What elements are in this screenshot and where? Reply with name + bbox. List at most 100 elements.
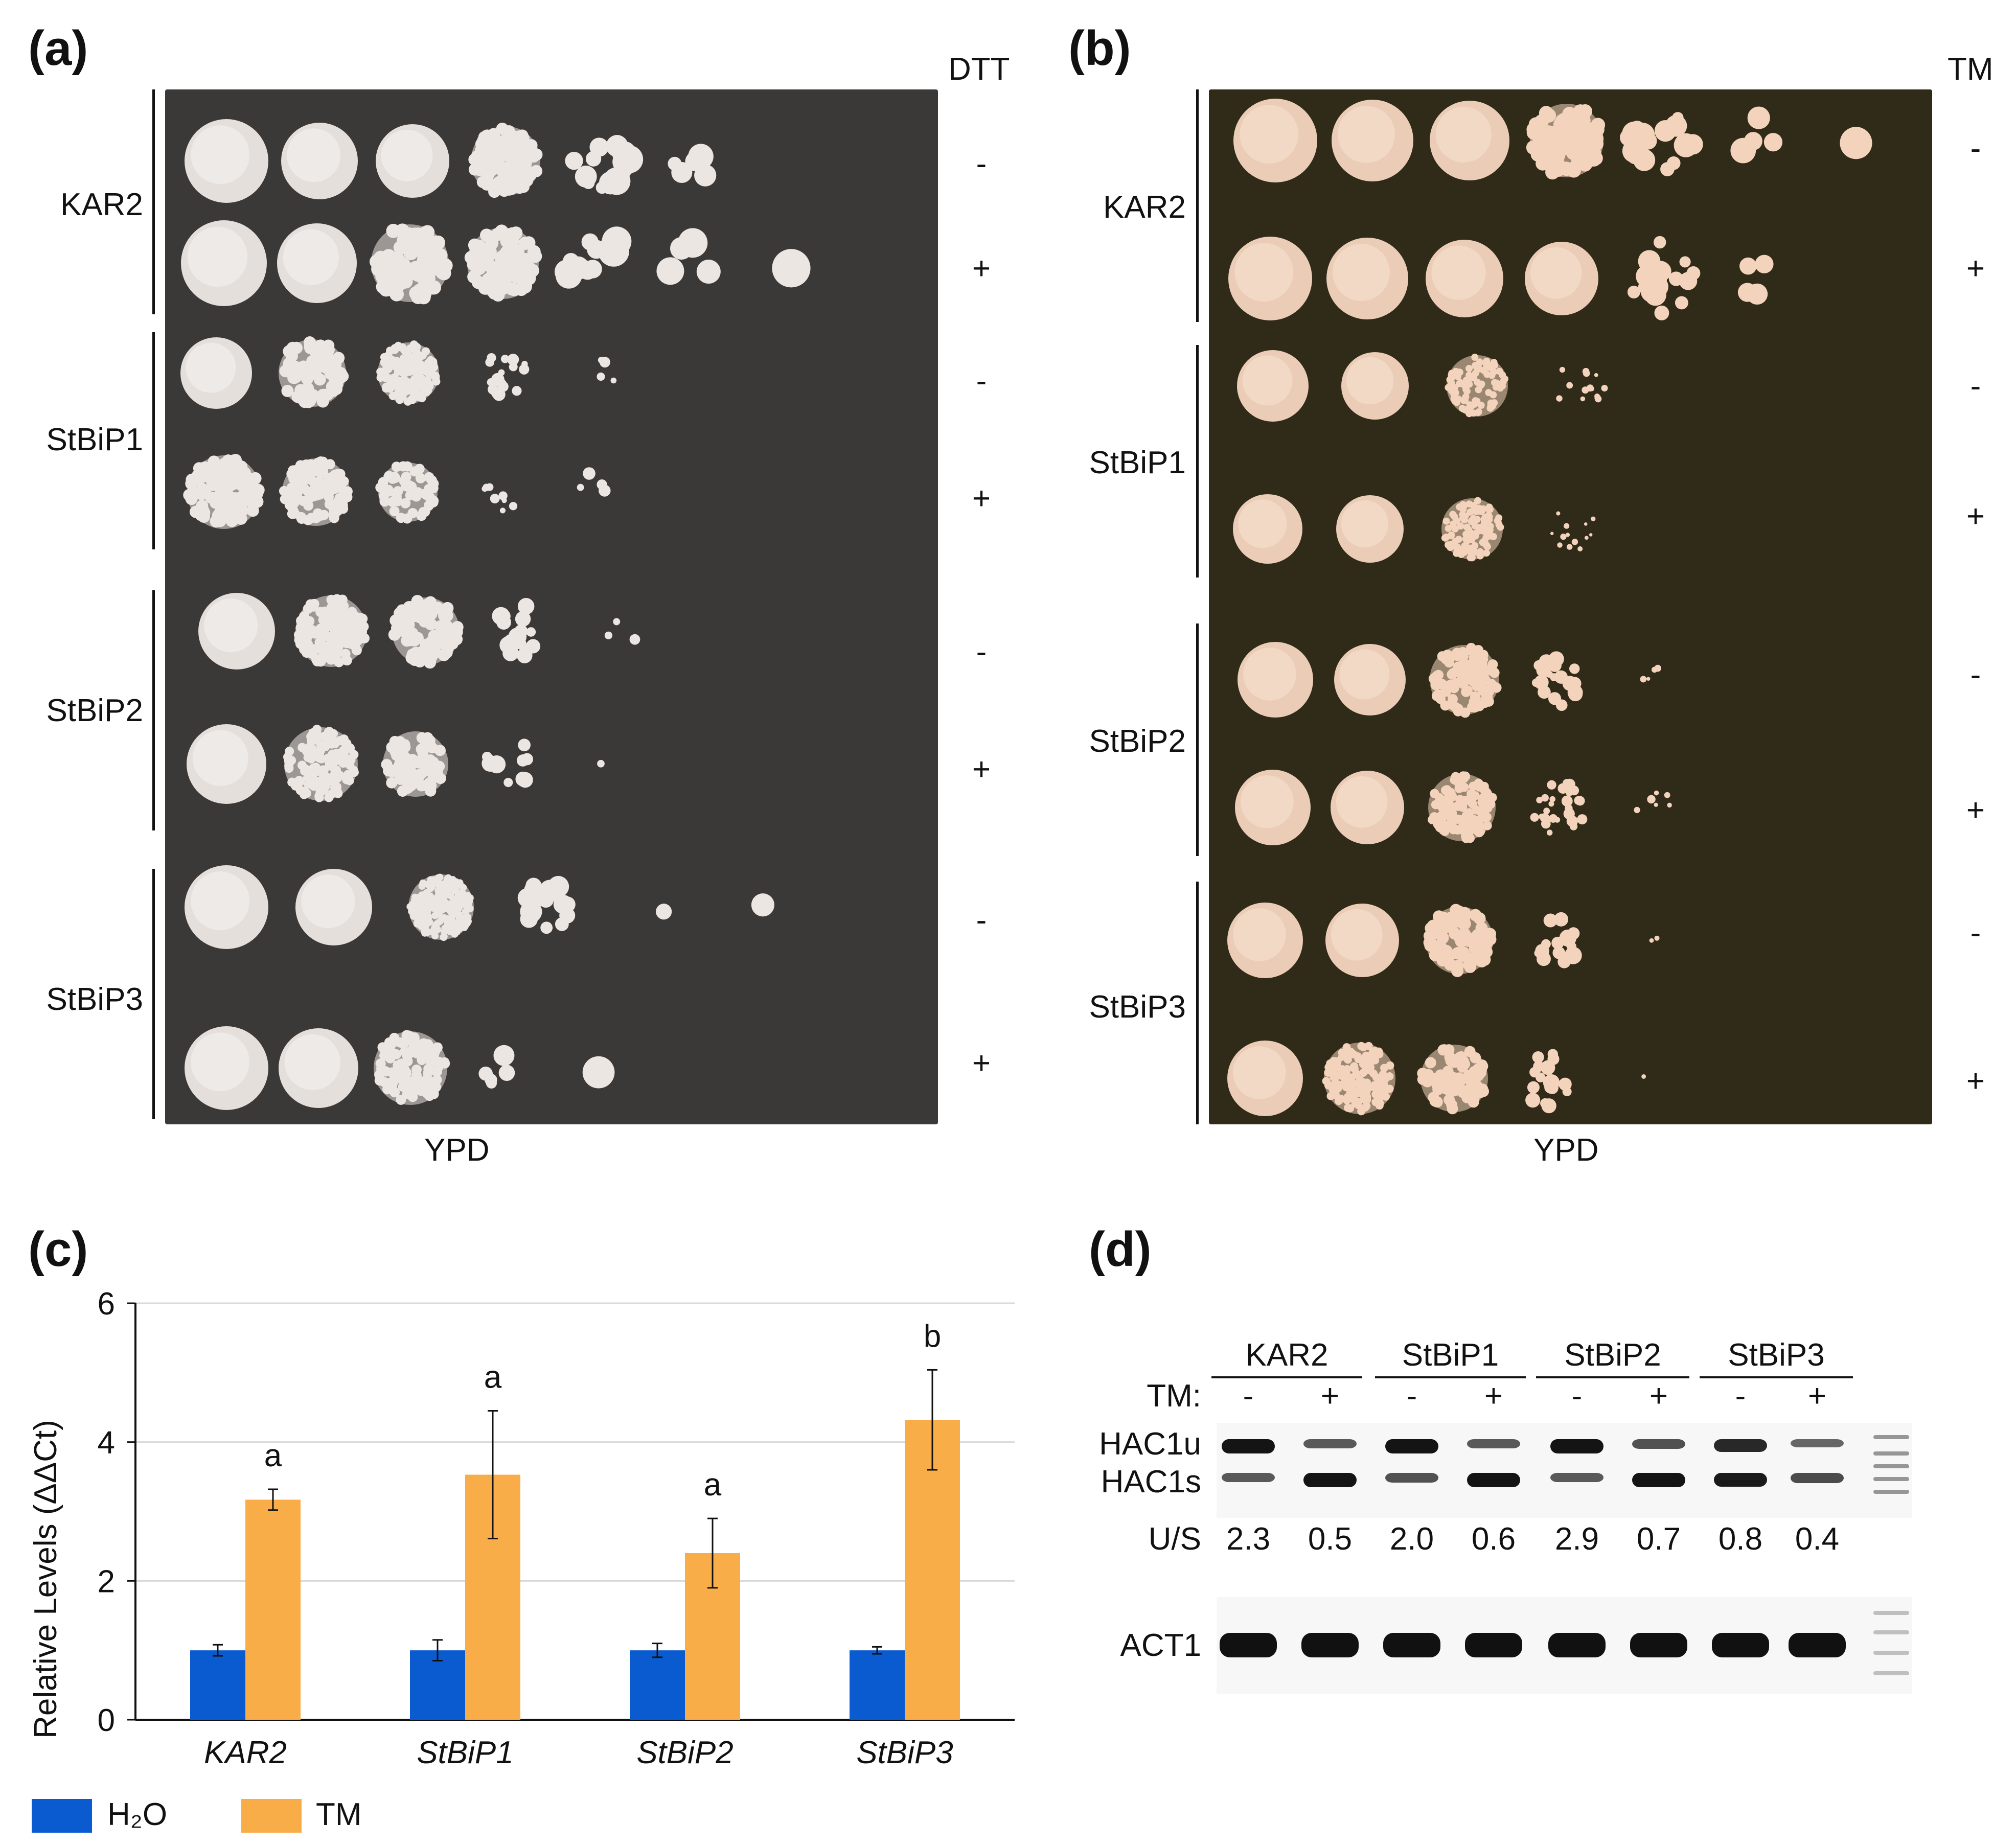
- colony-spot: [751, 893, 774, 917]
- gel-tm-sign: -: [1572, 1378, 1583, 1414]
- panel-b-bracket-stbip3: [1196, 882, 1199, 1124]
- gel-ladder-band: [1873, 1477, 1909, 1481]
- gel-tm-sign: -: [1243, 1378, 1254, 1414]
- colony-spot: [1441, 497, 1504, 562]
- colony-spot: [1233, 494, 1302, 564]
- gel-band-hac1s: [1550, 1473, 1603, 1482]
- gel-band-act1: [1630, 1633, 1687, 1657]
- colony-spot: [1423, 904, 1497, 977]
- gel-ratio-value: 0.5: [1308, 1521, 1352, 1557]
- panel-b-sign: -: [1970, 657, 1981, 692]
- gel-strain-label: StBiP1: [1402, 1337, 1499, 1373]
- colony-spot: [1428, 642, 1502, 718]
- panel-c-bar-chart: 0 2 4 6 a KAR2 a StBiP1 a StBiP2 b StBiP3 Relative …: [28, 1286, 1015, 1770]
- colony-spot: [1525, 1049, 1572, 1114]
- gel-tm-sign: +: [1650, 1378, 1668, 1414]
- gel-strain-label: KAR2: [1246, 1337, 1328, 1373]
- colony-spot: [1326, 238, 1408, 319]
- panel-b-strain-kar2: KAR2: [1103, 190, 1186, 225]
- colony-spot: [492, 598, 541, 663]
- gel-tm-sign: -: [1735, 1378, 1746, 1414]
- colony-spot: [293, 594, 370, 667]
- gel-band-hac1u: [1303, 1439, 1357, 1448]
- colony-spot: [1531, 651, 1583, 711]
- colony-spot: [279, 336, 349, 408]
- colony-spot: [604, 618, 640, 645]
- colony-spot: [656, 904, 672, 920]
- colony-spot: [1640, 664, 1662, 683]
- panel-d-letter: (d): [1089, 1222, 1152, 1277]
- panel-a-sign: +: [972, 1046, 991, 1081]
- colony-spot: [1840, 127, 1872, 159]
- colony-spot: [555, 226, 632, 289]
- gel-ratio-value: 0.7: [1637, 1521, 1681, 1557]
- colony-spot: [1641, 1074, 1646, 1079]
- colony-spot: [279, 456, 353, 526]
- gel-ladder-band: [1873, 1671, 1909, 1675]
- panel-a-plate: [165, 89, 938, 1124]
- gel-tm-label: TM:: [1147, 1378, 1201, 1414]
- colony-spot: [485, 353, 530, 401]
- gel-tm-sign: +: [1808, 1378, 1826, 1414]
- legend-swatch-h2o: [32, 1799, 92, 1833]
- gel-band-act1: [1301, 1633, 1359, 1657]
- colony-spot: [478, 1045, 515, 1089]
- colony-spot: [1430, 101, 1509, 180]
- colony-spot: [1237, 350, 1309, 422]
- gel-band-act1: [1548, 1633, 1606, 1657]
- colony-spot: [181, 220, 267, 306]
- colony-spot: [577, 467, 611, 497]
- colony-spot: [1649, 935, 1660, 943]
- colony-spot: [1525, 242, 1598, 315]
- x-category-label: StBiP2: [636, 1735, 734, 1770]
- bar-h2o: [850, 1650, 905, 1720]
- panel-b-medium-label: YPD: [1533, 1133, 1599, 1168]
- colony-spot: [1341, 352, 1409, 420]
- panel-a-sign: -: [976, 363, 987, 399]
- gel-band-hac1s: [1632, 1473, 1685, 1487]
- panel-b-treatment-label: TM: [1948, 52, 1994, 87]
- gel-band-act1: [1712, 1633, 1769, 1657]
- panel-b-sign: -: [1970, 368, 1981, 404]
- panel-a-letter: (a): [28, 21, 88, 76]
- colony-spot: [1737, 255, 1774, 305]
- bar-h2o: [410, 1650, 465, 1720]
- gel-ladder-band: [1873, 1651, 1909, 1655]
- colony-spot: [1730, 106, 1783, 164]
- colony-spot: [1238, 642, 1313, 718]
- colony-spot: [517, 875, 576, 934]
- gel-ladder-band: [1873, 1435, 1909, 1439]
- colony-spot: [198, 593, 275, 669]
- colony-spot: [1619, 112, 1703, 176]
- colony-spot: [468, 122, 543, 198]
- colony-spot: [1634, 790, 1672, 814]
- gel-band-act1: [1789, 1633, 1846, 1657]
- gel-ratio-value: 0.6: [1472, 1521, 1516, 1557]
- colony-spot: [1530, 778, 1588, 836]
- y-tick-label: 2: [98, 1564, 115, 1599]
- panel-b-sign: -: [1970, 915, 1981, 951]
- panel-a-strain-kar2: KAR2: [60, 187, 143, 222]
- bar-h2o: [630, 1650, 685, 1720]
- panel-b-colonies: [1227, 99, 1872, 1116]
- colony-spot: [374, 1030, 450, 1105]
- panel-b-sign: +: [1966, 251, 1985, 286]
- colony-spot: [597, 357, 617, 384]
- gel-hac1s-label: HAC1s: [1101, 1464, 1201, 1499]
- panel-b-bracket-kar2: [1196, 89, 1199, 322]
- colony-spot: [482, 738, 533, 788]
- colony-spot: [1325, 904, 1399, 977]
- colony-spot: [1331, 771, 1404, 844]
- panel-a-sign: +: [972, 752, 991, 787]
- colony-spot: [1233, 99, 1317, 182]
- panel-b-sign: +: [1966, 499, 1985, 534]
- gel-band-hac1s: [1714, 1473, 1767, 1487]
- colony-spot: [1322, 1042, 1395, 1116]
- panel-b-sign: +: [1966, 1064, 1985, 1099]
- panel-a-sign: +: [972, 251, 991, 286]
- chart-y-axis-label: Relative Levels (ΔΔCt): [28, 1420, 63, 1739]
- gel-ratio-value: 0.4: [1795, 1521, 1839, 1557]
- gel-ladder-band: [1873, 1464, 1909, 1468]
- legend-label-tm: TM: [316, 1797, 362, 1832]
- colony-spot: [187, 724, 266, 804]
